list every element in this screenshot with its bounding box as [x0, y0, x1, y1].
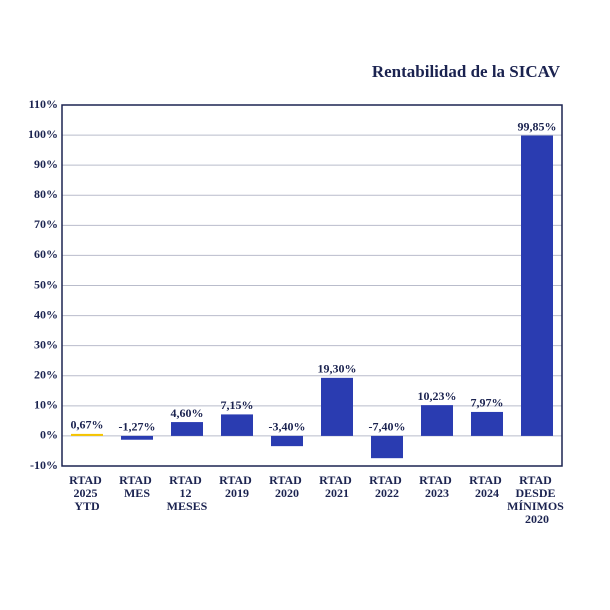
bar — [221, 414, 253, 436]
value-label: 19,30% — [318, 362, 357, 376]
bar — [121, 435, 153, 440]
bar — [71, 433, 103, 436]
chart-title: Rentabilidad de la SICAV — [372, 62, 561, 81]
x-tick-label: RTAD 2022 — [369, 473, 405, 500]
y-tick-label: 70% — [34, 217, 58, 231]
x-tick-label: RTAD MES — [119, 473, 155, 500]
bar — [171, 422, 203, 436]
value-label: 7,15% — [221, 398, 254, 412]
y-tick-label: 100% — [28, 127, 58, 141]
bar — [471, 411, 503, 436]
value-label: 10,23% — [418, 389, 457, 403]
bar — [521, 135, 553, 436]
y-tick-label: -10% — [30, 458, 58, 472]
bar — [321, 377, 353, 436]
x-tick-label: RTAD 2025 YTD — [69, 473, 105, 513]
x-tick-label: RTAD 12 MESES — [167, 473, 208, 513]
bar — [271, 435, 303, 447]
plot-frame — [61, 104, 563, 467]
value-label: 7,97% — [471, 396, 504, 410]
bar — [421, 405, 453, 436]
x-tick-label: RTAD 2024 — [469, 473, 505, 500]
y-tick-label: 10% — [34, 398, 58, 412]
y-tick-label: 40% — [34, 307, 58, 321]
value-label: -7,40% — [369, 420, 406, 434]
y-tick-label: 60% — [34, 247, 58, 261]
y-tick-label: 30% — [34, 337, 58, 351]
y-tick-label: 20% — [34, 368, 58, 382]
y-tick-label: 80% — [34, 187, 58, 201]
value-label: 0,67% — [71, 418, 104, 432]
x-tick-label: RTAD 2021 — [319, 473, 355, 500]
value-label: 99,85% — [518, 119, 557, 133]
x-tick-label: RTAD 2023 — [419, 473, 455, 500]
x-tick-label: RTAD DESDE MÍNIMOS 2020 — [507, 473, 567, 526]
x-tick-label: RTAD 2019 — [219, 473, 255, 500]
bar — [371, 435, 403, 459]
value-label: -3,40% — [269, 420, 306, 434]
y-tick-label: 110% — [29, 97, 58, 111]
y-tick-label: 0% — [40, 428, 58, 442]
y-tick-label: 90% — [34, 157, 58, 171]
x-tick-label: RTAD 2020 — [269, 473, 305, 500]
value-label: 4,60% — [171, 406, 204, 420]
value-label: -1,27% — [119, 420, 156, 434]
y-tick-label: 50% — [34, 277, 58, 291]
